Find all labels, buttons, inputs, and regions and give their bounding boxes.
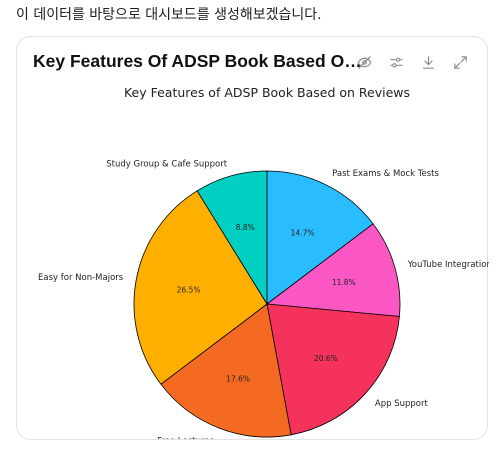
- pct-label-youtube-integration: 11.8%: [332, 278, 356, 287]
- expand-icon: [453, 55, 467, 69]
- download-button[interactable]: [417, 51, 439, 73]
- pie-slice-past-exams-mock-tests[interactable]: [266, 170, 374, 305]
- intro-text: 이 데이터를 바탕으로 대시보드를 생성해보겠습니다.: [16, 7, 322, 23]
- category-label-free-lectures: Free Lectures: [157, 436, 214, 439]
- pie-slice-free-lectures[interactable]: [160, 303, 292, 438]
- pie-slice-youtube-integration[interactable]: [265, 223, 401, 317]
- hide-labels-button[interactable]: [353, 51, 375, 73]
- category-label-study-group-cafe-support: Study Group & Cafe Support: [106, 159, 227, 169]
- category-label-youtube-integration: YouTube Integration: [407, 260, 489, 270]
- chart-card: Key Features Of ADSP Book Based On R...: [16, 36, 489, 440]
- card-title: Key Features Of ADSP Book Based On R...: [33, 51, 363, 71]
- download-icon: [422, 55, 434, 69]
- settings-button[interactable]: [385, 51, 407, 73]
- pct-label-past-exams-mock-tests: 14.7%: [291, 229, 315, 238]
- pie-slice-study-group-cafe-support[interactable]: [196, 170, 268, 306]
- category-label-app-support: App Support: [375, 399, 429, 409]
- sliders-icon: [389, 56, 403, 68]
- category-label-easy-for-non-majors: Easy for Non-Majors: [38, 273, 124, 283]
- pie-slice-easy-for-non-majors[interactable]: [133, 190, 268, 385]
- pct-label-easy-for-non-majors: 26.5%: [177, 285, 201, 294]
- pie-slice-app-support[interactable]: [266, 303, 400, 436]
- chart-title: Key Features of ADSP Book Based on Revie…: [124, 85, 410, 100]
- pct-label-app-support: 20.6%: [314, 354, 338, 363]
- pie-chart: Key Features of ADSP Book Based on Revie…: [38, 85, 489, 439]
- expand-button[interactable]: [449, 51, 471, 73]
- card-toolbar: [353, 51, 471, 73]
- pct-label-free-lectures: 17.6%: [226, 374, 250, 383]
- pct-label-study-group-cafe-support: 8.8%: [236, 223, 255, 232]
- category-label-past-exams-mock-tests: Past Exams & Mock Tests: [332, 169, 439, 179]
- eye-slash-icon: [357, 55, 371, 69]
